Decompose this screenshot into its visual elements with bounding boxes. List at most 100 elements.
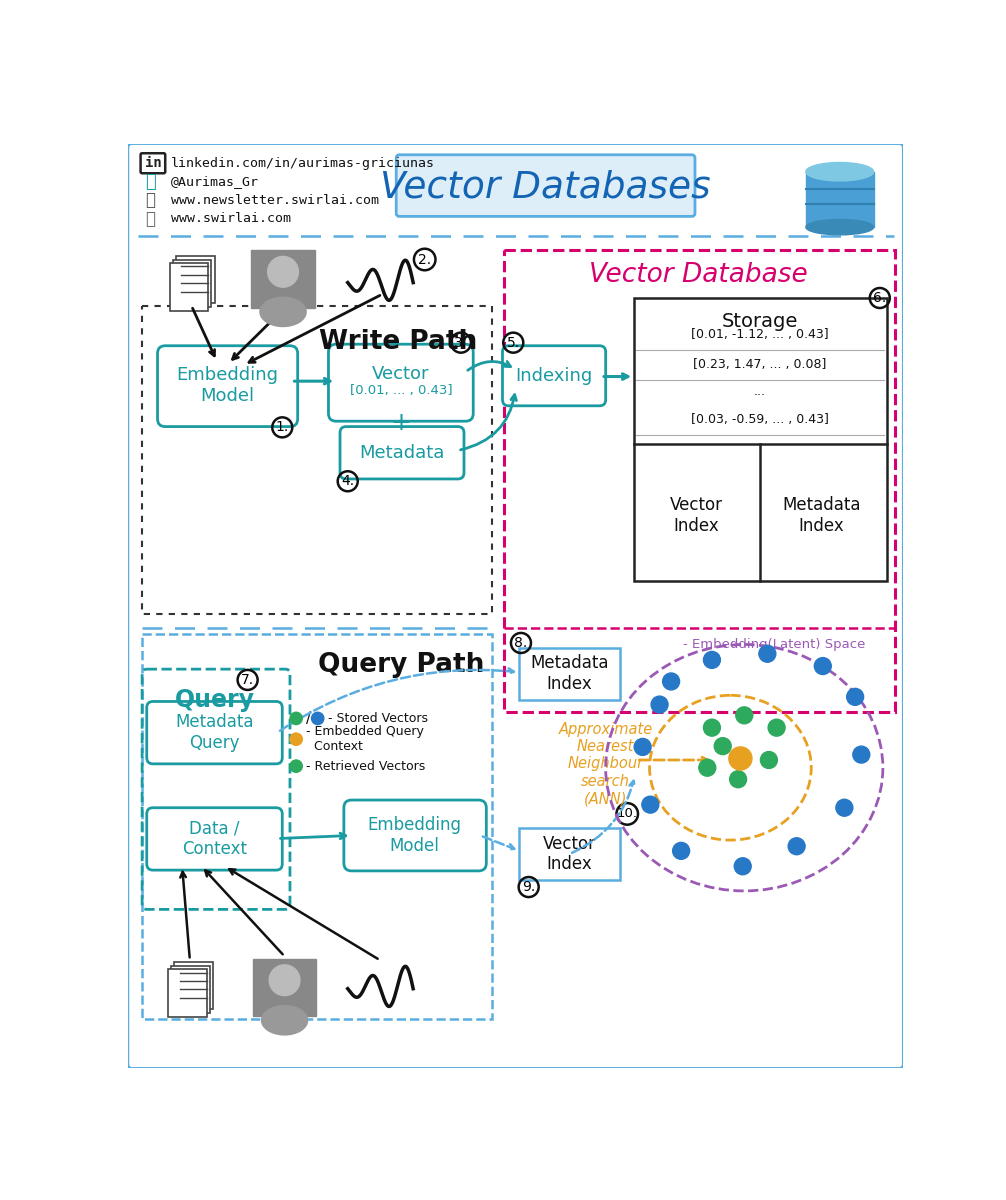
Text: linkedin.com/in/aurimas-griciunas: linkedin.com/in/aurimas-griciunas bbox=[171, 157, 435, 169]
Text: Metadata
Index: Metadata Index bbox=[530, 654, 609, 694]
Text: 10.: 10. bbox=[617, 808, 638, 821]
Text: www.swirlai.com: www.swirlai.com bbox=[171, 212, 291, 226]
Circle shape bbox=[788, 838, 805, 854]
Polygon shape bbox=[806, 172, 873, 227]
FancyBboxPatch shape bbox=[340, 426, 464, 479]
Circle shape bbox=[270, 965, 300, 996]
Circle shape bbox=[735, 707, 752, 724]
Circle shape bbox=[699, 760, 716, 776]
Text: @Aurimas_Gr: @Aurimas_Gr bbox=[171, 175, 259, 188]
FancyBboxPatch shape bbox=[634, 298, 886, 581]
Text: 🔖: 🔖 bbox=[145, 191, 155, 209]
Text: 🐦: 🐦 bbox=[145, 173, 156, 191]
FancyBboxPatch shape bbox=[519, 648, 620, 700]
Text: Query: Query bbox=[174, 688, 255, 712]
FancyBboxPatch shape bbox=[168, 970, 207, 1018]
Text: [0.03, -0.59, ... , 0.43]: [0.03, -0.59, ... , 0.43] bbox=[691, 413, 829, 426]
Text: - Stored Vectors: - Stored Vectors bbox=[329, 712, 429, 725]
Text: 4.: 4. bbox=[341, 474, 354, 488]
FancyBboxPatch shape bbox=[170, 263, 208, 311]
Circle shape bbox=[759, 646, 776, 662]
Circle shape bbox=[769, 719, 785, 736]
FancyBboxPatch shape bbox=[502, 346, 606, 406]
Text: 3.: 3. bbox=[455, 336, 468, 349]
Text: 7.: 7. bbox=[241, 673, 255, 686]
Circle shape bbox=[268, 257, 299, 287]
Circle shape bbox=[847, 689, 863, 706]
Circle shape bbox=[673, 842, 689, 859]
FancyBboxPatch shape bbox=[344, 800, 486, 871]
Text: Vector
Index: Vector Index bbox=[543, 834, 596, 874]
Circle shape bbox=[634, 738, 651, 755]
Text: Vector
Index: Vector Index bbox=[670, 496, 723, 534]
Text: www.newsletter.swirlai.com: www.newsletter.swirlai.com bbox=[171, 193, 378, 206]
FancyBboxPatch shape bbox=[147, 808, 283, 870]
Bar bbox=[252, 251, 315, 308]
Text: in: in bbox=[145, 156, 161, 170]
FancyBboxPatch shape bbox=[158, 346, 298, 426]
Circle shape bbox=[853, 746, 870, 763]
Text: Metadata: Metadata bbox=[359, 444, 445, 462]
Ellipse shape bbox=[262, 1006, 308, 1034]
Circle shape bbox=[703, 719, 720, 736]
Text: 1.: 1. bbox=[276, 420, 289, 434]
Circle shape bbox=[729, 746, 751, 770]
Text: 🌀: 🌀 bbox=[145, 210, 155, 228]
Text: Data /
Context: Data / Context bbox=[182, 820, 247, 858]
Circle shape bbox=[814, 658, 831, 674]
Text: Embedding
Model: Embedding Model bbox=[368, 816, 462, 854]
FancyBboxPatch shape bbox=[329, 344, 473, 421]
FancyBboxPatch shape bbox=[141, 154, 165, 173]
Circle shape bbox=[642, 796, 659, 814]
FancyBboxPatch shape bbox=[396, 155, 695, 216]
FancyBboxPatch shape bbox=[134, 149, 897, 235]
Circle shape bbox=[734, 858, 751, 875]
Text: Approximate
Nearest
Neighbour
search
(ANN): Approximate Nearest Neighbour search (AN… bbox=[558, 721, 653, 806]
Text: [0.01, -1.12, ... , 0.43]: [0.01, -1.12, ... , 0.43] bbox=[691, 329, 829, 342]
Text: - Embedding(Latent) Space: - Embedding(Latent) Space bbox=[683, 638, 865, 650]
Bar bbox=[253, 959, 316, 1016]
Text: - Embedded Query
  Context: - Embedded Query Context bbox=[306, 725, 424, 754]
Ellipse shape bbox=[260, 298, 306, 326]
Circle shape bbox=[761, 751, 778, 768]
FancyBboxPatch shape bbox=[128, 143, 903, 1069]
FancyBboxPatch shape bbox=[176, 256, 214, 304]
Circle shape bbox=[290, 760, 302, 773]
Circle shape bbox=[836, 799, 853, 816]
Text: 6.: 6. bbox=[873, 290, 886, 305]
Text: Vector: Vector bbox=[372, 365, 430, 383]
Text: Metadata
Query: Metadata Query bbox=[175, 713, 254, 751]
FancyBboxPatch shape bbox=[174, 961, 213, 1009]
Circle shape bbox=[290, 733, 302, 745]
Text: Metadata
Index: Metadata Index bbox=[782, 496, 860, 534]
Text: - Retrieved Vectors: - Retrieved Vectors bbox=[306, 760, 426, 773]
Text: +: + bbox=[390, 410, 411, 434]
Circle shape bbox=[729, 770, 746, 787]
Circle shape bbox=[703, 652, 720, 668]
FancyBboxPatch shape bbox=[173, 259, 211, 307]
Ellipse shape bbox=[806, 220, 873, 235]
Text: 2.: 2. bbox=[418, 252, 432, 266]
Text: Storage: Storage bbox=[721, 312, 798, 331]
Text: /: / bbox=[306, 710, 316, 726]
Text: Embedding
Model: Embedding Model bbox=[177, 366, 279, 406]
Text: Vector Databases: Vector Databases bbox=[380, 169, 711, 205]
Text: 8.: 8. bbox=[514, 636, 527, 650]
Text: [0.23, 1.47, ... , 0.08]: [0.23, 1.47, ... , 0.08] bbox=[693, 358, 826, 371]
Text: Write Path: Write Path bbox=[319, 329, 477, 355]
Text: [0.01, ... , 0.43]: [0.01, ... , 0.43] bbox=[349, 384, 452, 397]
Circle shape bbox=[651, 696, 668, 713]
Text: Vector Database: Vector Database bbox=[589, 262, 808, 288]
Circle shape bbox=[663, 673, 680, 690]
Text: 9.: 9. bbox=[522, 880, 535, 894]
Circle shape bbox=[714, 738, 731, 755]
FancyBboxPatch shape bbox=[171, 966, 210, 1013]
Text: 5.: 5. bbox=[507, 336, 520, 349]
Text: Indexing: Indexing bbox=[515, 367, 593, 385]
Text: ...: ... bbox=[753, 385, 766, 398]
FancyBboxPatch shape bbox=[519, 828, 620, 880]
Circle shape bbox=[290, 713, 302, 725]
Circle shape bbox=[312, 713, 324, 725]
Text: Query Path: Query Path bbox=[319, 653, 485, 678]
Ellipse shape bbox=[806, 162, 873, 181]
